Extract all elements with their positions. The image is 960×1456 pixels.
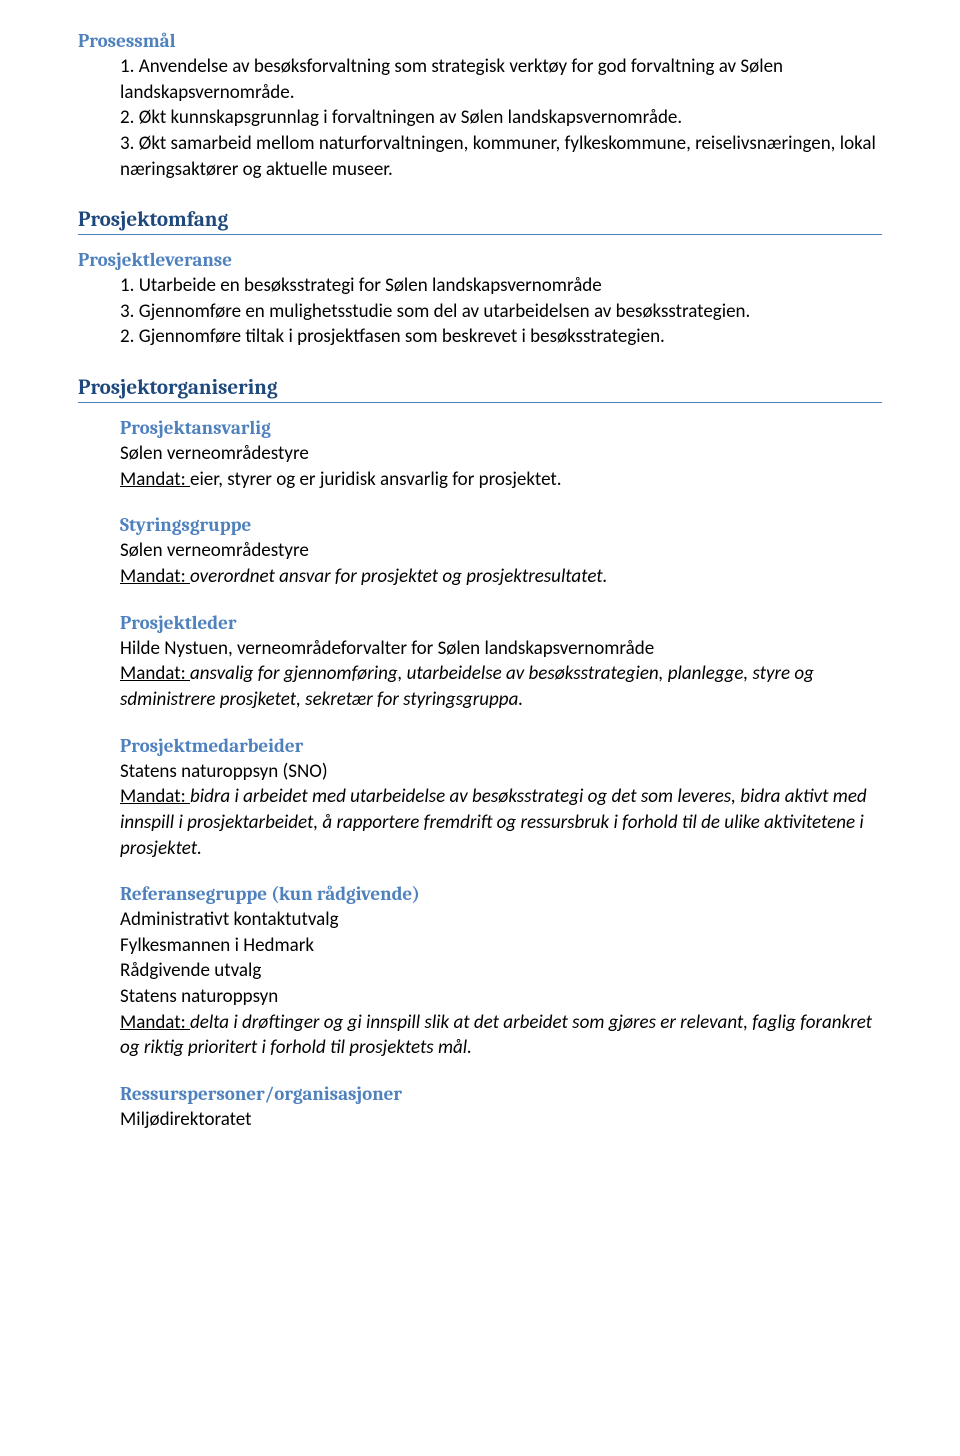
mandat-label: Mandat: bbox=[120, 565, 190, 588]
list-item: 1. Utarbeide en besøksstrategi for Sølen… bbox=[120, 273, 882, 299]
list-item: 2. Økt kunnskapsgrunnlag i forvaltningen… bbox=[120, 105, 882, 131]
prosjektleder-title: Prosjektleder bbox=[120, 612, 882, 634]
mandat-text: delta i drøftinger og gi innspill slik a… bbox=[120, 1011, 872, 1060]
ressurspersoner-title: Ressurspersoner/organisasjoner bbox=[120, 1083, 882, 1105]
section-prosessmal-title: Prosessmål bbox=[78, 30, 882, 52]
styringsgruppe-line: Sølen verneområdestyre bbox=[120, 538, 882, 564]
prosjektansvarlig-mandat: Mandat: eier, styrer og er juridisk ansv… bbox=[120, 467, 882, 493]
prosjektmedarbeider-mandat: Mandat: bidra i arbeidet med utarbeidels… bbox=[120, 784, 882, 861]
list-item: 3. Økt samarbeid mellom naturforvaltning… bbox=[120, 131, 882, 182]
list-item: 1. Anvendelse av besøksforvaltning som s… bbox=[120, 54, 882, 105]
mandat-text: bidra i arbeidet med utarbeidelse av bes… bbox=[120, 785, 867, 859]
section-prosjektomfang-title: Prosjektomfang bbox=[78, 208, 882, 235]
prosjektleveranse-title: Prosjektleveranse bbox=[78, 249, 882, 271]
mandat-text: ansvalig for gjennomføring, utarbeidelse… bbox=[120, 662, 814, 711]
prosjektmedarbeider-line: Statens naturoppsyn (SNO) bbox=[120, 759, 882, 785]
ressurspersoner-line: Miljødirektoratet bbox=[120, 1107, 882, 1133]
referansegruppe-title: Referansegruppe (kun rådgivende) bbox=[120, 883, 882, 905]
mandat-text: overordnet ansvar for prosjektet og pros… bbox=[190, 565, 607, 588]
referansegruppe-line-1: Administrativt kontaktutvalg bbox=[120, 907, 882, 933]
styringsgruppe-mandat: Mandat: overordnet ansvar for prosjektet… bbox=[120, 564, 882, 590]
list-item: 2. Gjennomføre tiltak i prosjektfasen so… bbox=[120, 324, 882, 350]
styringsgruppe-title: Styringsgruppe bbox=[120, 514, 882, 536]
mandat-label: Mandat: bbox=[120, 785, 190, 808]
referansegruppe-line-4: Statens naturoppsyn bbox=[120, 984, 882, 1010]
referansegruppe-line-3: Rådgivende utvalg bbox=[120, 958, 882, 984]
mandat-label: Mandat: bbox=[120, 468, 190, 491]
prosjektansvarlig-title: Prosjektansvarlig bbox=[120, 417, 882, 439]
mandat-label: Mandat: bbox=[120, 1011, 190, 1034]
list-item: 3. Gjennomføre en mulighetsstudie som de… bbox=[120, 299, 882, 325]
referansegruppe-line-2: Fylkesmannen i Hedmark bbox=[120, 933, 882, 959]
prosjektansvarlig-line: Sølen verneområdestyre bbox=[120, 441, 882, 467]
prosjektleveranse-list: 1. Utarbeide en besøksstrategi for Sølen… bbox=[78, 273, 882, 350]
referansegruppe-mandat: Mandat: delta i drøftinger og gi innspil… bbox=[120, 1010, 882, 1061]
section-prosjektorganisering-title: Prosjektorganisering bbox=[78, 376, 882, 403]
prosjektleder-mandat: Mandat: ansvalig for gjennomføring, utar… bbox=[120, 661, 882, 712]
prosjektleder-line: Hilde Nystuen, verneområdeforvalter for … bbox=[120, 636, 882, 662]
prosjektmedarbeider-title: Prosjektmedarbeider bbox=[120, 735, 882, 757]
prosessmal-list: 1. Anvendelse av besøksforvaltning som s… bbox=[78, 54, 882, 182]
mandat-text: eier, styrer og er juridisk ansvarlig fo… bbox=[190, 468, 562, 491]
mandat-label: Mandat: bbox=[120, 662, 190, 685]
